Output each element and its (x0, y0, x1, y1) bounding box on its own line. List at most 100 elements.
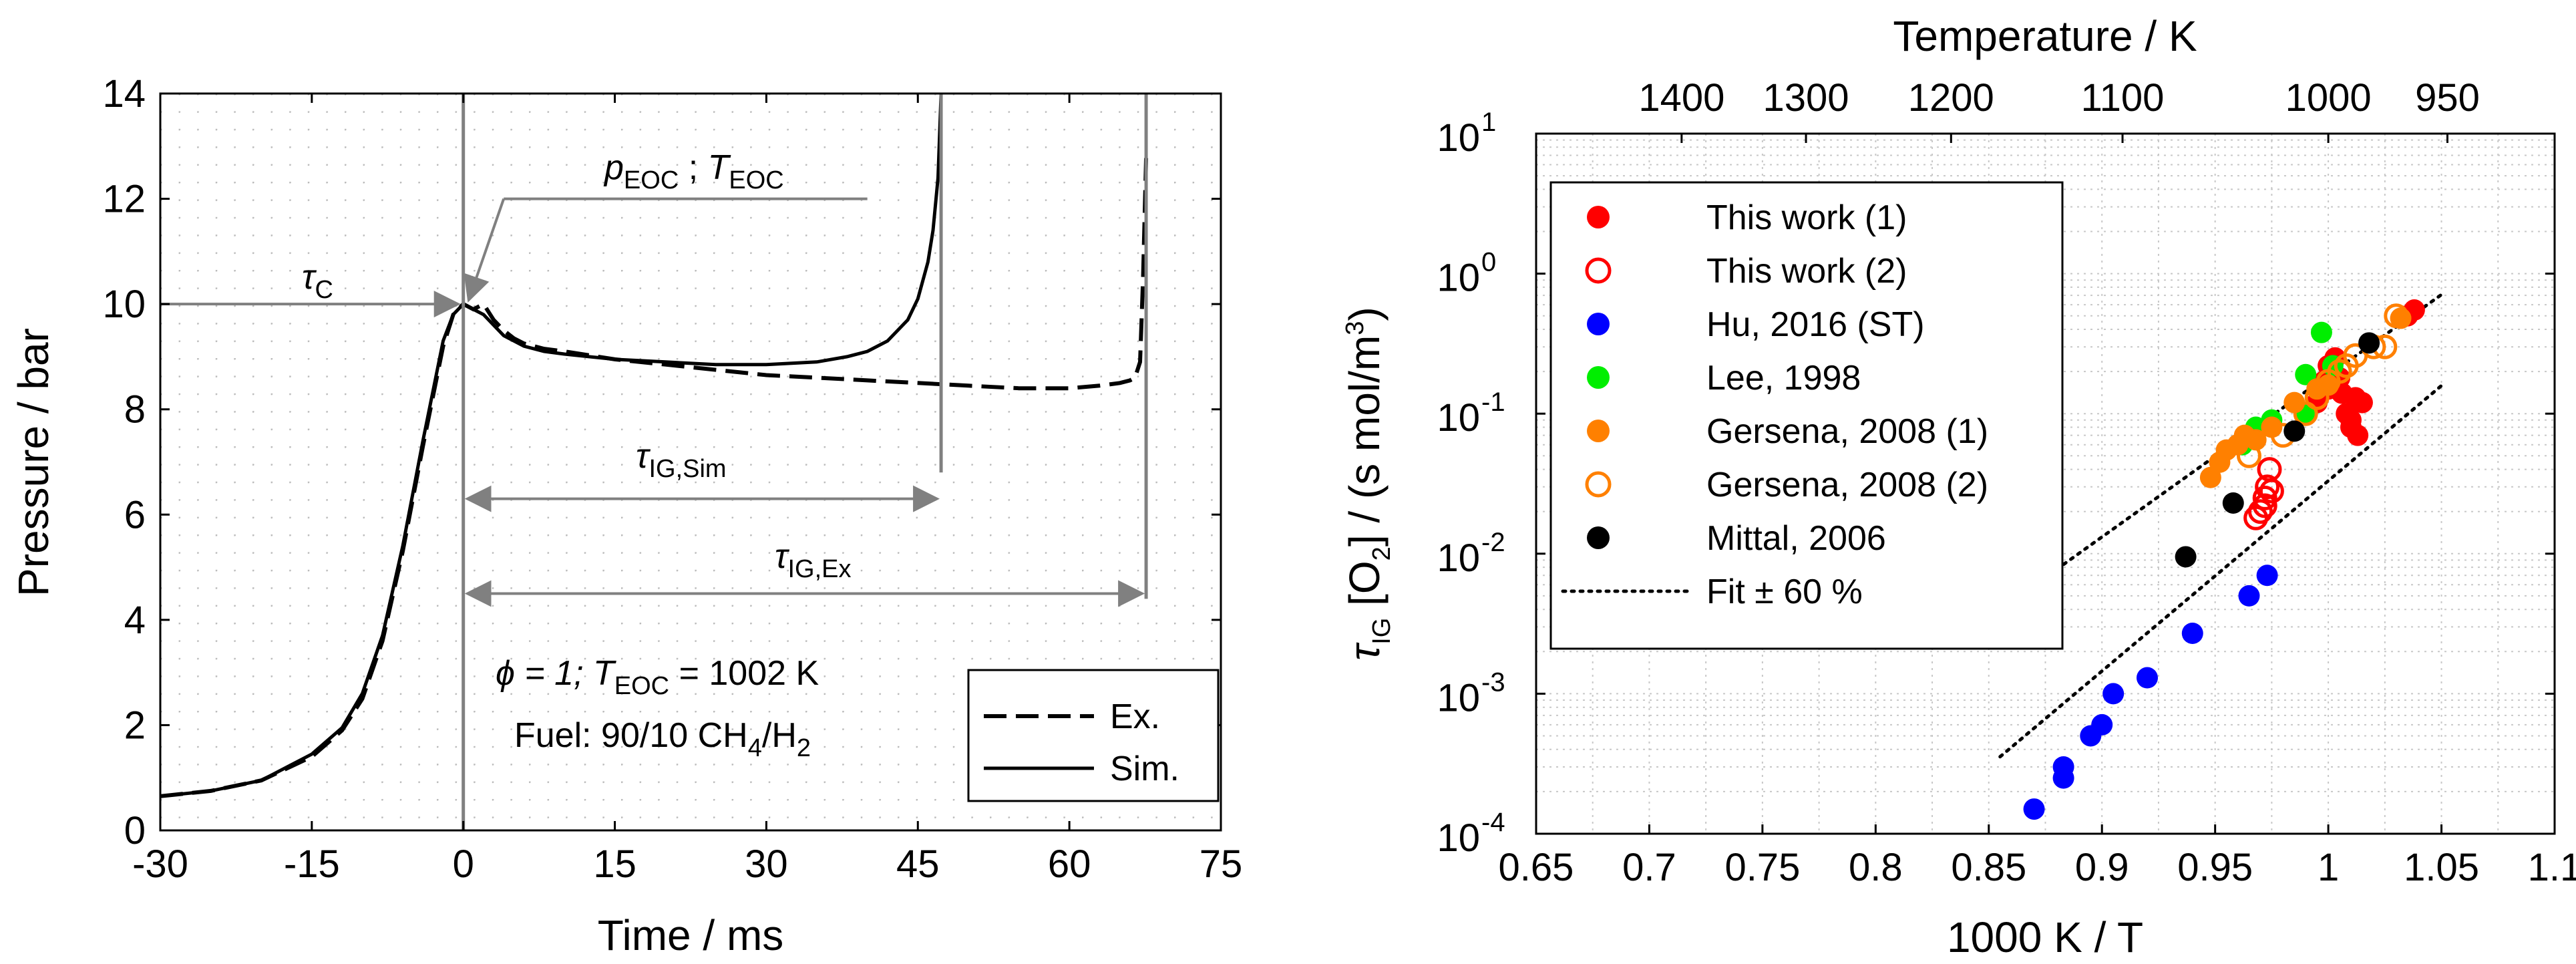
right-top-tick-label: 1200 (1908, 76, 1994, 120)
right-legend: This work (1) This work (2) Hu, 2016 (ST) L… (1549, 181, 2064, 650)
point-hu-2016-st (2238, 585, 2260, 607)
legend-label-gersena-2008-2: Gersena, 2008 (2) (1706, 466, 1988, 504)
point-hu-2016-st (2137, 667, 2158, 689)
point-gersena-2008-1 (2283, 391, 2306, 414)
left-x-axis-label: Time / ms (598, 911, 784, 959)
right-x-tick-label: 0.85 (1951, 846, 2026, 889)
legend-sim-label: Sim. (1110, 750, 1179, 788)
right-x-tick-label: 0.95 (2177, 846, 2253, 889)
point-this-work-2 (2247, 499, 2273, 524)
point-hu-2016-st (2256, 565, 2278, 587)
right-x-tick-label: 0.65 (1499, 846, 1574, 889)
left-y-tick-label: 14 (102, 72, 146, 116)
right-y-tick-label: 10 (1437, 536, 1480, 580)
left-x-tick-label: -15 (284, 842, 340, 886)
left-x-tick-label: 30 (745, 842, 788, 886)
right-top-tick-label: 1000 (2285, 76, 2372, 120)
right-x-tick-label: 1.1 (2528, 846, 2576, 889)
point-lee-1998 (2310, 321, 2332, 343)
left-annotations (160, 94, 1148, 830)
legend-marker-this-work-2 (1585, 257, 1612, 284)
right-top-tick-label: 950 (2415, 76, 2480, 120)
left-y-tick-label: 2 (124, 703, 146, 747)
right-plot-frame (1535, 132, 2556, 835)
left-x-tick-label: 0 (453, 842, 474, 886)
left-legend: Ex. Sim. (967, 669, 1220, 802)
point-gersena-2008-1 (2261, 416, 2283, 438)
left-y-tick-label: 0 (124, 809, 146, 852)
right-ticks: 0.65 0.7 0.75 0.8 0.85 0.9 0.95 1 1.05 1.1 1400 130… (1437, 76, 2576, 889)
ex-series-line (160, 156, 1149, 798)
point-this-work-2 (2259, 478, 2284, 504)
legend-label-gersena-2008-1: Gersena, 2008 (1) (1706, 412, 1988, 451)
point-gersena-2008-2 (2293, 401, 2318, 426)
right-y-tick-exponent: -3 (1481, 667, 1505, 697)
right-y-axis-label: τIG [O2] / (s mol/m3) (1340, 307, 1396, 660)
right-y-tick-exponent: -4 (1481, 808, 1505, 837)
left-y-tick-label: 8 (124, 388, 146, 432)
point-hu-2016-st (2023, 798, 2045, 820)
right-y-tick-label: 10 (1437, 116, 1480, 160)
point-gersena-2008-2 (2384, 303, 2409, 329)
legend-label-this-work-1: This work (1) (1706, 198, 1907, 237)
tau-ig-ex-label: τIG,Ex (775, 537, 851, 583)
left-x-tick-label: -30 (132, 842, 188, 886)
legend-marker-gersena-2008-2 (1585, 471, 1612, 498)
legend-label-mittal-2006: Mittal, 2006 (1706, 519, 1886, 558)
legend-label-hu-2016-st: Hu, 2016 (ST) (1706, 305, 1925, 344)
point-gersena-2008-2 (2327, 359, 2352, 384)
right-x-tick-label: 1.05 (2404, 846, 2479, 889)
ignition-delay-chart: 0.65 0.7 0.75 0.8 0.85 0.9 0.95 1 1.05 1.1 1400 130… (1340, 12, 2576, 961)
left-y-tick-label: 6 (124, 493, 146, 536)
left-x-tick-label: 15 (593, 842, 636, 886)
condition-label: ϕ = 1; TEOC = 1002 K (496, 654, 819, 700)
left-x-tick-label: 45 (896, 842, 940, 886)
right-x-tick-label: 0.9 (2075, 846, 2129, 889)
right-top-tick-label: 1100 (2081, 76, 2165, 120)
left-y-tick-label: 12 (102, 178, 146, 221)
right-x-tick-label: 0.7 (1622, 846, 1676, 889)
sim-series-line (160, 93, 943, 798)
right-top-tick-label: 1400 (1638, 76, 1724, 120)
left-x-tick-label: 60 (1048, 842, 1091, 886)
point-this-work-2 (2252, 485, 2277, 510)
legend-marker-gersena-2008-1 (1587, 420, 1610, 442)
point-hu-2016-st (2181, 622, 2203, 644)
tau-c-label: τC (302, 258, 333, 304)
point-gersena-2008-2 (2304, 385, 2330, 410)
point-mittal-2006 (2358, 332, 2380, 354)
left-marks (160, 93, 1149, 798)
left-x-tick-label: 75 (1200, 842, 1243, 886)
legend-ex-label: Ex. (1110, 697, 1160, 736)
point-lee-1998 (2295, 363, 2317, 385)
right-y-tick-exponent: 1 (1481, 108, 1496, 137)
point-this-work-1 (2347, 424, 2369, 446)
point-gersena-2008-2 (2237, 443, 2261, 468)
right-top-tick-label: 1300 (1763, 76, 1849, 120)
legend-marker-mittal-2006 (1587, 526, 1610, 549)
right-y-tick-exponent: -1 (1481, 387, 1505, 417)
point-hu-2016-st (2052, 756, 2074, 778)
p-eoc-arrow (464, 198, 506, 303)
point-this-work-2 (2252, 493, 2277, 518)
right-x-tick-label: 1 (2318, 846, 2339, 889)
right-y-tick-label: 10 (1437, 816, 1480, 860)
point-mittal-2006 (2175, 546, 2197, 568)
point-this-work-2 (2255, 474, 2280, 500)
point-hu-2016-st (2091, 713, 2113, 736)
legend-label-fit: Fit ± 60 % (1706, 573, 1863, 611)
right-y-tick-label: 10 (1437, 676, 1480, 719)
right-x-axis-label: 1000 K / T (1947, 913, 2143, 961)
right-y-tick-label: 10 (1437, 396, 1480, 440)
legend-label-lee-1998: Lee, 1998 (1706, 359, 1861, 397)
point-mittal-2006 (2222, 492, 2244, 514)
legend-marker-hu-2016-st (1587, 313, 1610, 335)
left-y-axis-label: Pressure / bar (9, 328, 57, 597)
right-x-tick-label: 0.8 (1849, 846, 1903, 889)
right-y-tick-label: 10 (1437, 257, 1480, 300)
right-x-tick-label: 0.75 (1724, 846, 1800, 889)
left-y-tick-label: 4 (124, 599, 146, 642)
pressure-chart: -30 -15 0 15 30 45 60 75 0 2 4 6 8 10 12 14 Time / ms P… (9, 72, 1242, 959)
right-marks (2023, 299, 2425, 820)
